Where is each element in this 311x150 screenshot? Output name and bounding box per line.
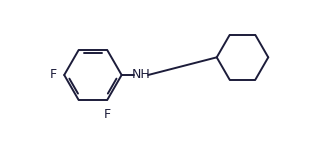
Text: F: F: [104, 108, 111, 121]
Text: F: F: [50, 69, 57, 81]
Text: NH: NH: [132, 69, 151, 81]
